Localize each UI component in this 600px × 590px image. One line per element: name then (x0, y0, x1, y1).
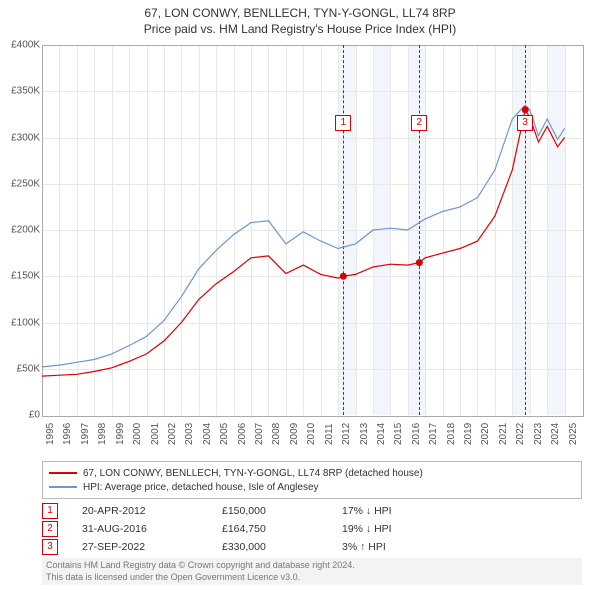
x-axis-label: 1996 (62, 423, 73, 445)
y-axis-label: £0 (0, 410, 40, 421)
legend-swatch-property (49, 472, 77, 474)
title-block: 67, LON CONWY, BENLLECH, TYN-Y-GONGL, LL… (0, 0, 600, 39)
x-axis-label: 1999 (115, 423, 126, 445)
x-axis-label: 2020 (480, 423, 491, 445)
sales-row: 2 31-AUG-2016£164,75019% ↓ HPI (42, 520, 582, 538)
y-axis-label: £350K (0, 86, 40, 97)
marker-dot (340, 273, 347, 280)
footer-line-1: Contains HM Land Registry data © Crown c… (46, 560, 578, 572)
container: 67, LON CONWY, BENLLECH, TYN-Y-GONGL, LL… (0, 0, 600, 590)
x-axis-label: 2001 (150, 423, 161, 445)
x-axis-label: 2005 (219, 423, 230, 445)
x-axis-label: 2007 (254, 423, 265, 445)
legend-label-hpi: HPI: Average price, detached house, Isle… (83, 482, 319, 493)
marker-box: 3 (517, 115, 533, 131)
x-axis-label: 2013 (359, 423, 370, 445)
marker-box: 1 (335, 115, 351, 131)
x-axis-label: 2012 (341, 423, 352, 445)
chart-svg (42, 45, 582, 415)
sales-row: 1 20-APR-2012£150,00017% ↓ HPI (42, 502, 582, 520)
x-axis-label: 1995 (45, 423, 56, 445)
x-axis-label: 2011 (324, 423, 335, 445)
y-axis-label: £150K (0, 271, 40, 282)
sales-price: £330,000 (222, 541, 342, 553)
y-axis-label: £200K (0, 225, 40, 236)
sales-delta: 19% ↓ HPI (342, 523, 462, 535)
x-axis-label: 2002 (167, 423, 178, 445)
y-axis-label: £100K (0, 317, 40, 328)
y-axis-label: £50K (0, 363, 40, 374)
x-axis-label: 2022 (515, 423, 526, 445)
legend-swatch-hpi (49, 486, 77, 488)
x-axis-label: 2014 (376, 423, 387, 445)
legend-label-property: 67, LON CONWY, BENLLECH, TYN-Y-GONGL, LL… (83, 468, 423, 479)
x-axis-label: 2018 (446, 423, 457, 445)
sales-delta: 3% ↑ HPI (342, 541, 462, 553)
x-axis-label: 1997 (80, 423, 91, 445)
x-axis-label: 2009 (289, 423, 300, 445)
marker-dot (522, 106, 529, 113)
footer-box: Contains HM Land Registry data © Crown c… (42, 558, 582, 585)
sales-date: 31-AUG-2016 (82, 523, 222, 535)
y-axis-label: £400K (0, 40, 40, 51)
x-axis-label: 2015 (393, 423, 404, 445)
title-line-1: 67, LON CONWY, BENLLECH, TYN-Y-GONGL, LL… (0, 6, 600, 22)
x-axis-label: 2024 (550, 423, 561, 445)
sales-row: 3 27-SEP-2022£330,0003% ↑ HPI (42, 538, 582, 556)
x-axis-label: 2003 (184, 423, 195, 445)
legend-box: 67, LON CONWY, BENLLECH, TYN-Y-GONGL, LL… (42, 461, 582, 499)
x-axis-label: 2021 (498, 423, 509, 445)
legend-row-hpi: HPI: Average price, detached house, Isle… (49, 480, 575, 494)
x-axis-label: 2019 (463, 423, 474, 445)
x-axis-label: 2023 (533, 423, 544, 445)
sales-date: 27-SEP-2022 (82, 541, 222, 553)
footer-line-2: This data is licensed under the Open Gov… (46, 572, 578, 584)
x-axis-label: 2025 (568, 423, 579, 445)
x-axis-label: 2017 (428, 423, 439, 445)
sales-price: £150,000 (222, 505, 342, 517)
sales-marker: 1 (42, 503, 58, 519)
y-axis-label: £250K (0, 178, 40, 189)
sales-delta: 17% ↓ HPI (342, 505, 462, 517)
x-axis-label: 2016 (411, 423, 422, 445)
sales-marker: 3 (42, 539, 58, 555)
x-axis-label: 2000 (132, 423, 143, 445)
series-line-property (42, 110, 565, 376)
sales-table: 1 20-APR-2012£150,00017% ↓ HPI 2 31-AUG-201… (42, 502, 582, 556)
legend-row-property: 67, LON CONWY, BENLLECH, TYN-Y-GONGL, LL… (49, 466, 575, 480)
title-line-2: Price paid vs. HM Land Registry's House … (0, 22, 600, 38)
x-axis-label: 2010 (306, 423, 317, 445)
x-axis-label: 2004 (202, 423, 213, 445)
marker-box: 2 (411, 115, 427, 131)
x-axis-label: 2006 (237, 423, 248, 445)
sales-marker: 2 (42, 521, 58, 537)
sales-date: 20-APR-2012 (82, 505, 222, 517)
x-axis-label: 2008 (271, 423, 282, 445)
x-axis-label: 1998 (97, 423, 108, 445)
marker-dot (416, 259, 423, 266)
sales-price: £164,750 (222, 523, 342, 535)
y-axis-label: £300K (0, 132, 40, 143)
series-line-hpi (42, 105, 565, 367)
